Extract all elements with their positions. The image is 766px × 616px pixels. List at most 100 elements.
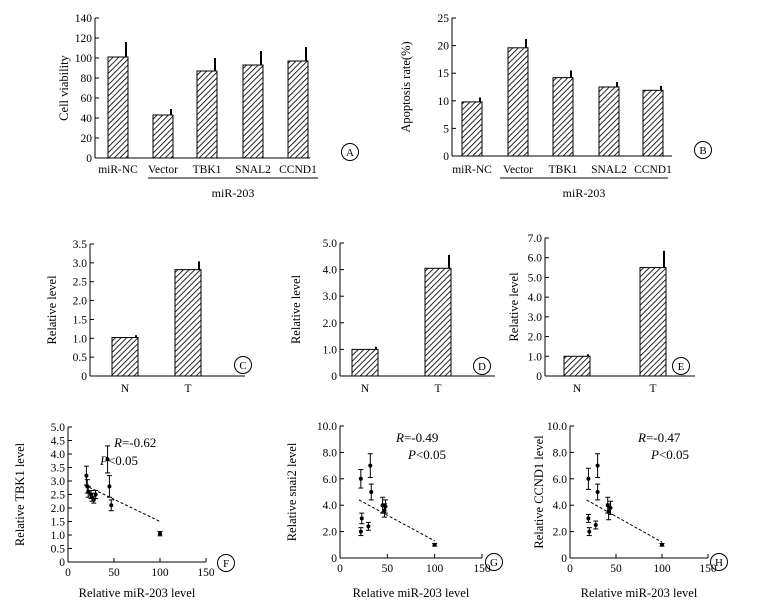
y-tick-label: 1.5: [73, 314, 88, 326]
y-tick-label: 2.0: [553, 527, 568, 539]
category-label: Vector: [148, 164, 178, 176]
y-tick-label: 2.5: [73, 277, 88, 289]
y-axis-label: Relative level: [507, 272, 521, 342]
y-axis-label: Relative TBK1 level: [13, 442, 27, 546]
y-tick-label: 0: [443, 151, 449, 163]
y-tick-label: 1.0: [323, 344, 338, 356]
y-tick-label: 1.0: [528, 351, 543, 363]
annotation-p-symbol: P: [650, 447, 659, 462]
data-point: [586, 516, 591, 521]
data-point: [660, 542, 664, 547]
category-label: N: [573, 383, 582, 395]
x-tick-label: 100: [151, 567, 169, 579]
x-tick-label: 150: [473, 563, 491, 575]
panel-label-circle: [341, 143, 359, 161]
y-tick-label: 3.5: [51, 463, 66, 475]
annotation-p-value: <0.05: [659, 447, 689, 462]
y-tick-label: 0: [59, 557, 65, 569]
data-point: [593, 523, 598, 527]
bar: [563, 355, 591, 377]
x-tick-label: 0: [65, 567, 71, 579]
category-label: SNAL2: [591, 164, 627, 176]
y-tick-label: 4.5: [51, 436, 66, 448]
y-tick-label: 5: [443, 123, 449, 135]
y-tick-label: 10.0: [317, 421, 337, 433]
y-tick-label: 20: [81, 133, 93, 145]
category-label: T: [434, 383, 441, 395]
y-tick-label: 4.0: [323, 500, 338, 512]
y-tick-label: 0: [331, 553, 337, 565]
y-tick-label: 120: [75, 33, 93, 45]
bar: [196, 70, 218, 159]
annotation-r-value: =-0.49: [404, 430, 438, 445]
annotation-r: R=-0.47: [637, 430, 681, 445]
y-tick-label: 2.0: [528, 332, 543, 344]
y-tick-label: 1.0: [73, 333, 88, 345]
data-point: [109, 503, 114, 508]
bar: [507, 47, 529, 157]
data-point: [107, 484, 112, 489]
y-tick-label: 60: [81, 93, 93, 105]
y-tick-label: 2.0: [323, 318, 338, 330]
annotation-p: P<0.05: [407, 447, 446, 462]
category-label: TBK1: [549, 164, 578, 176]
panel-d: 0 1.0 2.0 3.0 4.0 5.0 Relative level D N T: [289, 238, 495, 395]
y-tick-label: 10.0: [547, 421, 567, 433]
y-tick-label: 0: [561, 553, 567, 565]
bar: [152, 114, 174, 159]
data-point: [105, 457, 110, 462]
x-tick-label: 100: [653, 563, 671, 575]
y-tick-label: 5.0: [528, 272, 543, 284]
bar: [111, 337, 139, 377]
y-tick-label: 0: [81, 371, 87, 383]
data-point: [606, 509, 611, 514]
x-tick-label: 0: [567, 563, 573, 575]
panel-f: 00.51.01.52.02.53.03.54.04.55.0Relative …: [13, 422, 235, 600]
annotation-r-value: =-0.47: [646, 430, 681, 445]
annotation-p-value: <0.05: [416, 447, 446, 462]
annotation-p-symbol: P: [407, 447, 416, 462]
panel-label: G: [490, 557, 498, 569]
panel-label-circle: [473, 357, 491, 375]
y-tick-label: 5.0: [51, 422, 66, 434]
data-point: [595, 463, 600, 468]
annotation-p: P<0.05: [650, 447, 689, 462]
bar: [598, 86, 620, 157]
y-tick-label: 0: [86, 153, 92, 165]
data-point: [586, 476, 591, 481]
annotation-r-symbol: R: [113, 435, 122, 450]
data-point: [369, 490, 374, 494]
bar: [242, 64, 264, 159]
y-tick-label: 10: [438, 96, 450, 108]
y-tick-label: 3.0: [323, 291, 338, 303]
y-tick-label: 4.0: [528, 292, 543, 304]
data-point: [368, 463, 373, 468]
y-axis-label: Apoptosis rate(%): [399, 41, 413, 132]
data-point: [587, 529, 592, 534]
panel-label-circle: [217, 554, 235, 572]
y-axis-label: Relative level: [289, 274, 303, 344]
bar: [424, 267, 452, 377]
category-label: miR-NC: [98, 164, 138, 176]
data-point: [84, 473, 89, 478]
y-tick-label: 140: [75, 13, 93, 25]
data-point: [93, 492, 98, 497]
y-tick-label: 20: [438, 41, 450, 53]
panel-label: D: [478, 361, 486, 373]
y-tick-label: 5.0: [323, 238, 338, 250]
category-label: SNAL2: [235, 164, 271, 176]
y-tick-label: 1.5: [51, 517, 66, 529]
y-tick-label: 0.5: [73, 352, 88, 364]
panel-e: 0 1.0 2.0 3.0 4.0 5.0 6.0 7.0 Relative level E N T: [507, 233, 695, 395]
y-axis-label: Cell viability: [57, 54, 71, 120]
y-tick-label: 6.0: [553, 474, 568, 486]
category-label: Vector: [503, 164, 533, 176]
bar: [174, 269, 202, 377]
y-tick-label: 0: [331, 371, 337, 383]
annotation-p-value: <0.05: [108, 453, 138, 468]
y-tick-label: 1.0: [51, 530, 66, 542]
y-tick-label: 4.0: [323, 265, 338, 277]
x-tick-label: 150: [197, 567, 215, 579]
